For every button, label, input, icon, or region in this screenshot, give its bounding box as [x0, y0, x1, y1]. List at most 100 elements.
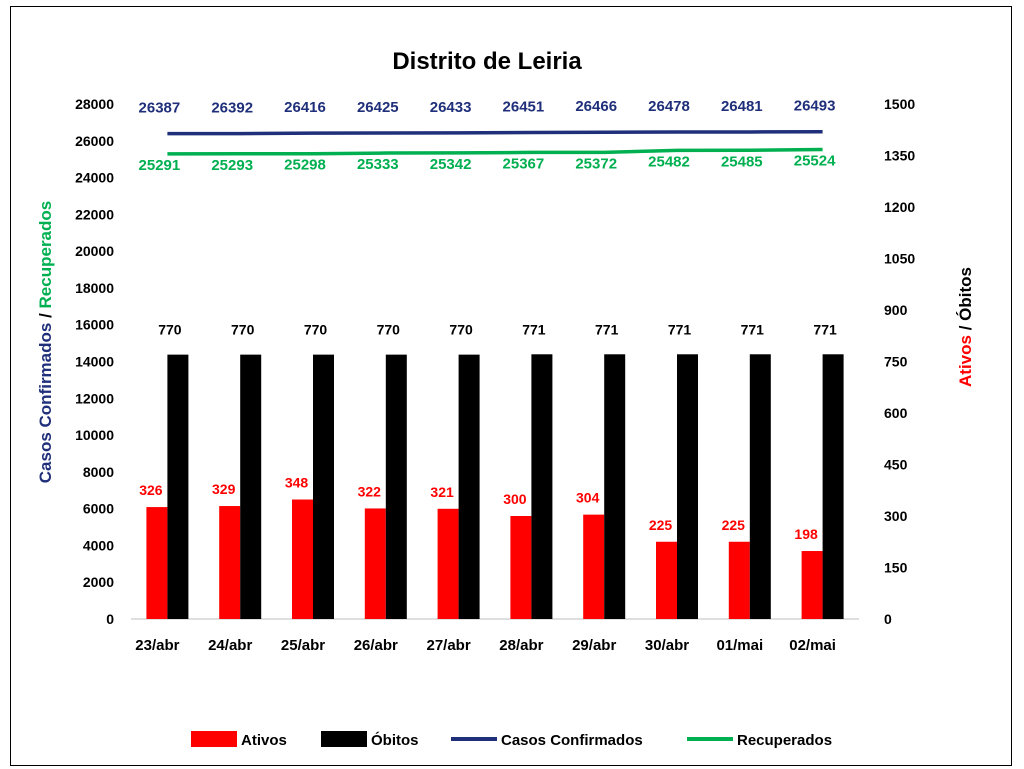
x-tick-label: 02/mai	[789, 637, 836, 654]
legend-label: Óbitos	[371, 731, 419, 749]
right-tick-label: 300	[884, 508, 908, 524]
label-ativos: 322	[358, 483, 382, 499]
legend-swatch	[191, 731, 237, 747]
bar-ativos	[219, 506, 241, 619]
legend-label: Ativos	[241, 732, 287, 749]
label-recuperados: 25524	[794, 153, 836, 170]
left-tick-label: 28000	[75, 96, 114, 112]
left-tick-label: 6000	[83, 501, 114, 517]
label-recuperados: 25293	[211, 157, 253, 174]
left-tick-label: 26000	[75, 133, 114, 149]
legend-label: Recuperados	[737, 732, 832, 749]
x-tick-label: 30/abr	[645, 637, 689, 654]
chart-canvas: Distrito de Leiria 020004000600080001000…	[36, 48, 975, 749]
label-ativos: 225	[722, 517, 746, 533]
left-tick-label: 0	[106, 611, 114, 627]
legend-label: Casos Confirmados	[501, 732, 643, 749]
left-axis-label-recuperados: Recuperados	[36, 201, 55, 309]
label-casos-confirmados: 26387	[139, 100, 181, 117]
label-ativos: 348	[285, 475, 309, 491]
label-casos-confirmados: 26416	[284, 99, 326, 116]
bar-obitos	[822, 354, 844, 619]
bar-obitos	[749, 354, 771, 619]
left-tick-label: 10000	[75, 427, 114, 443]
bar-obitos	[458, 354, 480, 619]
right-axis-label-obitos: Óbitos	[956, 267, 975, 321]
left-tick-label: 12000	[75, 390, 114, 406]
line-recuperados	[167, 147, 823, 156]
right-axis-label-separator: /	[956, 321, 975, 335]
x-tick-label: 27/abr	[426, 637, 470, 654]
bar-ativos	[146, 507, 168, 619]
label-ativos: 198	[794, 526, 818, 542]
left-tick-label: 18000	[75, 280, 114, 296]
label-casos-confirmados: 26451	[503, 98, 545, 115]
label-casos-confirmados: 26493	[794, 98, 836, 115]
label-recuperados: 25298	[284, 157, 326, 174]
left-tick-label: 14000	[75, 354, 114, 370]
right-axis-label: Ativos / Óbitos	[956, 267, 975, 387]
label-casos-confirmados: 26392	[211, 100, 253, 117]
label-casos-confirmados: 26478	[648, 98, 690, 115]
x-tick-label: 29/abr	[572, 637, 616, 654]
bar-obitos	[240, 354, 262, 619]
label-obitos: 771	[668, 321, 692, 337]
left-tick-label: 22000	[75, 206, 114, 222]
label-obitos: 771	[741, 321, 765, 337]
label-obitos: 770	[449, 322, 473, 338]
x-axis-ticks: 23/abr 24/abr 25/abr 26/abr 27/abr 28/abr 29/a…	[135, 637, 836, 654]
bar-ativos	[583, 514, 605, 619]
bar-ativos	[728, 541, 750, 619]
left-tick-label: 16000	[75, 317, 114, 333]
right-tick-label: 450	[884, 457, 908, 473]
bar-obitos	[313, 354, 334, 619]
line-casos-confirmados	[167, 129, 823, 136]
right-tick-label: 1050	[884, 251, 915, 267]
label-recuperados: 25342	[430, 156, 472, 173]
label-obitos: 771	[522, 321, 546, 337]
legend-swatch	[321, 731, 367, 747]
label-recuperados: 25367	[503, 155, 545, 172]
bar-ativos	[292, 499, 313, 619]
label-recuperados: 25482	[648, 153, 690, 170]
label-casos-confirmados: 26466	[575, 98, 617, 115]
x-tick-label: 24/abr	[208, 637, 252, 654]
label-ativos: 304	[576, 490, 600, 506]
label-ativos: 300	[503, 491, 527, 507]
bar-obitos	[167, 354, 189, 619]
label-casos-confirmados: 26433	[430, 99, 472, 116]
label-obitos: 770	[158, 322, 182, 338]
x-tick-label: 26/abr	[354, 637, 398, 654]
right-tick-label: 1350	[884, 148, 915, 164]
left-tick-label: 24000	[75, 170, 114, 186]
label-ativos: 329	[212, 481, 236, 497]
label-obitos: 770	[377, 322, 401, 338]
left-tick-label: 20000	[75, 243, 114, 259]
right-tick-label: 600	[884, 405, 908, 421]
left-tick-label: 2000	[83, 574, 114, 590]
label-ativos: 225	[649, 517, 673, 533]
bar-ativos	[364, 508, 386, 619]
label-obitos: 770	[304, 322, 328, 338]
bar-obitos	[531, 354, 553, 619]
chart-title: Distrito de Leiria	[392, 48, 582, 75]
chart-frame: Distrito de Leiria 0 2000 4000 6000 8000 1000…	[10, 6, 1012, 766]
right-tick-label: 900	[884, 302, 908, 318]
label-recuperados: 25485	[721, 153, 763, 170]
lines	[167, 129, 823, 156]
left-axis-label-confirmados: Casos Confirmados	[36, 323, 55, 484]
label-recuperados: 25291	[139, 157, 181, 174]
x-tick-label: 25/abr	[281, 637, 325, 654]
left-tick-label: 4000	[83, 537, 114, 553]
bar-ativos	[510, 516, 532, 619]
bar-ativos	[656, 541, 677, 619]
left-axis-label-separator: /	[36, 308, 55, 322]
x-tick-label: 01/mai	[716, 637, 763, 654]
right-tick-label: 1200	[884, 199, 915, 215]
right-axis-label-ativos: Ativos	[956, 335, 975, 387]
label-obitos: 771	[595, 321, 619, 337]
right-tick-label: 1500	[884, 96, 915, 112]
label-obitos: 770	[231, 322, 255, 338]
label-casos-confirmados: 26481	[721, 98, 763, 115]
bars	[146, 354, 844, 619]
